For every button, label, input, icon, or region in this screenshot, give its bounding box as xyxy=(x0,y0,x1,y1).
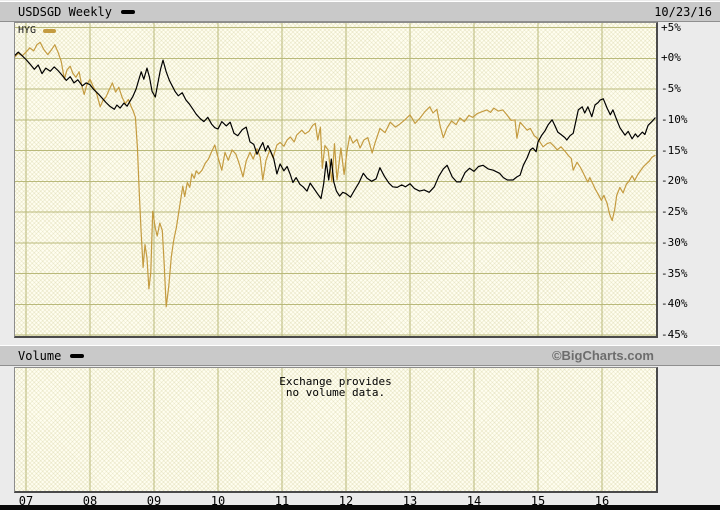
no-volume-message-line1: Exchange provides xyxy=(279,375,392,388)
hyg-legend-label: HYG xyxy=(18,25,37,36)
chart-header-bar: USDSGD Weekly 10/23/16 xyxy=(0,1,720,22)
price-chart xyxy=(15,23,656,336)
x-axis-label: 16 xyxy=(594,494,610,508)
y-axis-label: -40% xyxy=(661,297,688,311)
y-axis-label: -30% xyxy=(661,235,688,249)
hyg-legend: HYG xyxy=(18,25,57,36)
x-axis-label: 09 xyxy=(146,494,162,508)
y-axis-label: -20% xyxy=(661,174,688,188)
bottom-border xyxy=(0,505,720,510)
no-volume-message: Exchange provides no volume data. xyxy=(15,376,656,398)
series-line-usdsgd xyxy=(15,51,656,200)
x-axis-label: 08 xyxy=(82,494,98,508)
y-axis-label: +0% xyxy=(661,51,681,65)
series-line-hyg xyxy=(15,41,656,308)
volume-chart-panel: Exchange provides no volume data. xyxy=(14,367,658,493)
chart-title: USDSGD Weekly xyxy=(18,4,112,19)
x-axis-label: 13 xyxy=(402,494,418,508)
volume-header-bar: Volume ©BigCharts.com xyxy=(0,345,720,366)
x-axis-label: 14 xyxy=(466,494,482,508)
x-axis-label: 10 xyxy=(210,494,226,508)
usdsgd-line-swatch-icon xyxy=(120,9,135,14)
volume-chart xyxy=(25,368,603,491)
no-volume-message-line2: no volume data. xyxy=(285,386,386,399)
y-axis-label: +5% xyxy=(661,20,681,34)
x-axis-label: 11 xyxy=(274,494,290,508)
y-axis-label: -10% xyxy=(661,112,688,126)
y-axis-label: -35% xyxy=(661,266,688,280)
y-axis-label: -45% xyxy=(661,328,688,341)
hyg-line-swatch-icon xyxy=(43,28,57,33)
x-axis-label: 15 xyxy=(530,494,546,508)
y-axis-label: -25% xyxy=(661,205,688,218)
chart-date: 10/23/16 xyxy=(654,4,712,19)
volume-label: Volume xyxy=(18,348,62,363)
y-axis-label: -15% xyxy=(661,143,688,157)
x-axis-label: 12 xyxy=(338,494,354,508)
copyright-text: ©BigCharts.com xyxy=(551,348,654,363)
volume-swatch-icon xyxy=(70,353,85,358)
y-axis-label: -5% xyxy=(661,82,681,95)
x-axis-label: 07 xyxy=(18,494,34,508)
price-chart-panel: HYG xyxy=(14,22,658,338)
